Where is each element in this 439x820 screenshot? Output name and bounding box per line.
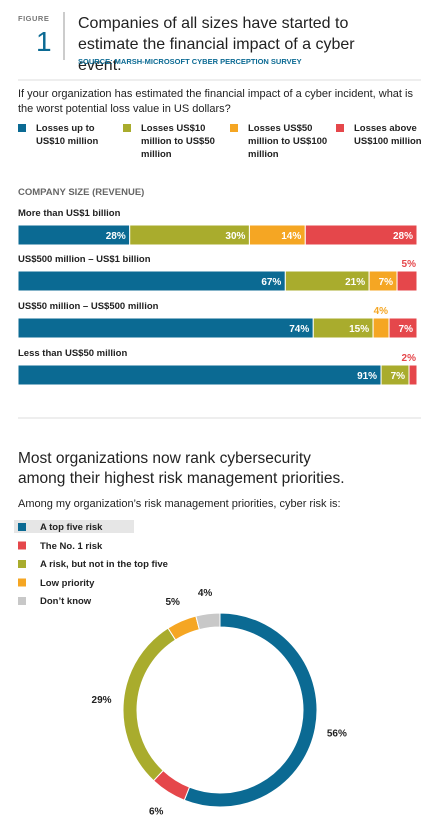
- bar-segment: [17, 317, 314, 339]
- value-label: 91%: [357, 371, 377, 382]
- bar-segment: [372, 317, 390, 339]
- legend-label: A risk, but not in the top five: [40, 559, 168, 570]
- donut-title: Most organizations now rank cybersecurit…: [18, 450, 345, 487]
- legend-label: The No. 1 risk: [40, 540, 103, 552]
- legend-swatch: [18, 541, 26, 550]
- donut-segment: [183, 612, 318, 808]
- source: SOURCE: MARSH-MICROSOFT CYBER PERCEPTION…: [78, 57, 302, 66]
- value-label: 6%: [149, 806, 164, 817]
- value-label: 7%: [379, 277, 394, 288]
- donut-segment: [195, 612, 221, 631]
- value-label: 56%: [327, 728, 347, 739]
- bar-segment: [17, 270, 286, 292]
- legend-swatch: [230, 124, 238, 132]
- legend-swatch: [336, 124, 344, 132]
- value-label: 4%: [198, 588, 213, 599]
- figure-label: FIGURE: [18, 14, 50, 23]
- value-label: 5%: [166, 597, 181, 608]
- legend-swatch: [18, 597, 26, 605]
- row-label: Less than US$50 million: [18, 348, 128, 359]
- value-label: 28%: [393, 231, 413, 242]
- value-label: 7%: [399, 324, 414, 335]
- legend-label: Losses above US$100 million: [354, 123, 422, 147]
- legend-label: A top five risk: [40, 522, 103, 533]
- row-label: More than US$1 billion: [18, 208, 121, 219]
- row-label: US$500 million – US$1 billion: [18, 254, 151, 265]
- legend-label: Low priority: [40, 577, 95, 589]
- bar-segment: [388, 317, 418, 339]
- legend-swatch: [18, 578, 26, 587]
- question: If your organization has estimated the f…: [18, 88, 413, 115]
- legend-label: Losses up to US$10 million: [36, 123, 99, 147]
- value-label: 7%: [391, 371, 406, 382]
- legend-swatch: [18, 523, 26, 531]
- value-label: 21%: [345, 277, 365, 288]
- bar-segment: [17, 364, 382, 386]
- axis-label: COMPANY SIZE (REVENUE): [18, 187, 145, 198]
- value-label: 14%: [281, 231, 301, 242]
- value-label: 5%: [402, 259, 417, 270]
- value-label: 67%: [261, 277, 281, 288]
- value-label: 30%: [225, 231, 245, 242]
- value-label: 2%: [402, 353, 417, 364]
- legend-label: Don’t know: [40, 596, 92, 607]
- value-label: 74%: [289, 324, 309, 335]
- figure-number: 1: [36, 26, 52, 57]
- title: Companies of all sizes have started to e…: [78, 15, 355, 74]
- bar-segment: [408, 364, 418, 386]
- row-label: US$50 million – US$500 million: [18, 301, 159, 312]
- legend-swatch: [123, 124, 131, 132]
- donut-segment: [167, 615, 200, 641]
- value-label: 28%: [106, 231, 126, 242]
- bar-segment: [396, 270, 418, 292]
- legend-label: Losses US$10 million to US$50 million: [141, 123, 215, 160]
- legend-highlight: [14, 520, 134, 533]
- value-label: 29%: [92, 695, 112, 706]
- legend-label: Losses US$50 million to US$100 million: [248, 123, 328, 160]
- value-label: 4%: [374, 306, 389, 317]
- donut-subtitle: Among my organization’s risk management …: [18, 498, 341, 510]
- legend-swatch: [18, 124, 26, 132]
- donut-segment: [122, 627, 177, 782]
- value-label: 15%: [349, 324, 369, 335]
- bar-segment: [304, 224, 418, 246]
- legend-swatch: [18, 560, 26, 568]
